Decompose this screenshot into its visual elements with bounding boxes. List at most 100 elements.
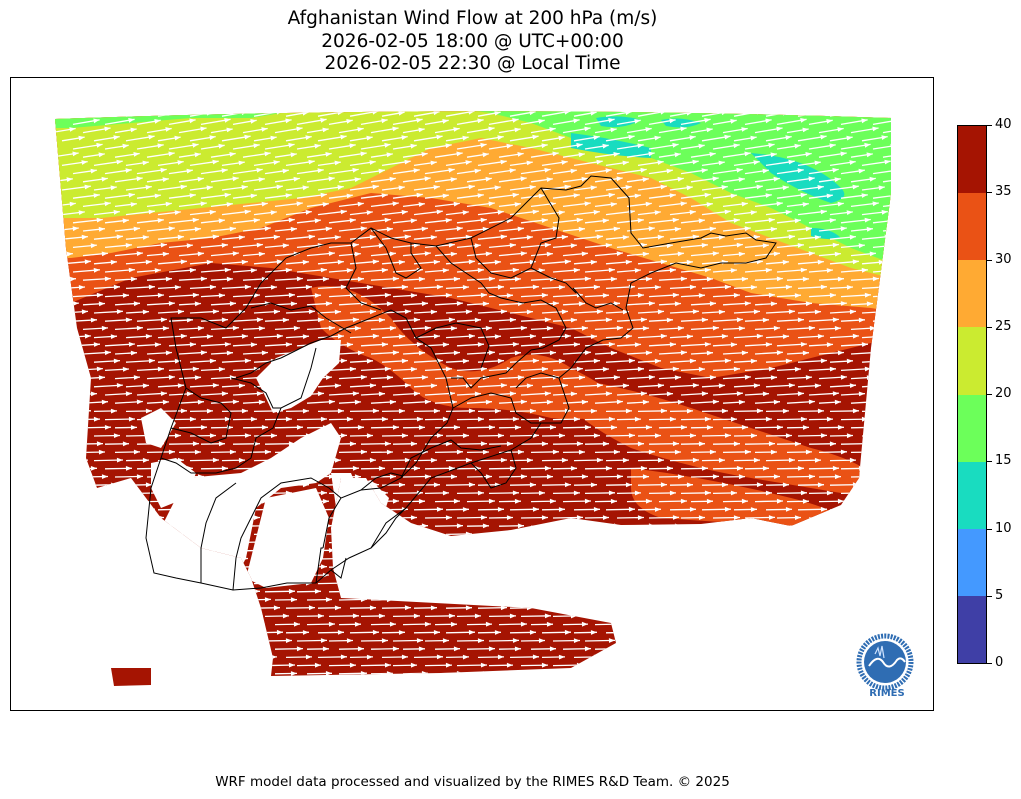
wind-vector (531, 104, 553, 108)
wind-vector-head (322, 276, 329, 282)
wind-vector-head (884, 457, 891, 463)
wind-vector (93, 557, 118, 560)
wind-vector (114, 549, 144, 552)
wind-vector-head (608, 267, 615, 273)
wind-vector (584, 664, 610, 667)
wind-vector-head (744, 671, 751, 676)
wind-vector-head (113, 358, 120, 364)
wind-vector-head (832, 242, 839, 248)
wind-vector (872, 343, 891, 347)
wind-vector-head (436, 580, 443, 586)
wind-vector-head (256, 613, 263, 619)
wind-vector-head (911, 458, 917, 463)
wind-vector (210, 672, 237, 675)
wind-vector-head (541, 292, 548, 298)
wind-vector (905, 616, 934, 617)
wind-vector-head (125, 539, 132, 545)
wind-vector-head (686, 556, 693, 562)
wind-vector (210, 598, 237, 601)
wind-vector-head (357, 201, 364, 207)
wind-vector-head (605, 539, 612, 545)
wind-vector-head (157, 218, 164, 223)
wind-vector-head (133, 523, 140, 529)
wind-vector-head (864, 217, 871, 223)
wind-vector-head (931, 400, 934, 405)
wind-vector-head (538, 268, 545, 273)
wind-vector-head (325, 152, 332, 157)
wind-vector-head (302, 185, 309, 191)
wind-vector-head (401, 284, 408, 290)
wind-vector (872, 615, 891, 618)
wind-vector-head (317, 168, 324, 173)
wind-vector-head (610, 350, 617, 356)
colorbar-tick-label: 0 (995, 655, 1004, 670)
wind-vector-head (645, 127, 652, 132)
wind-vector-head (849, 234, 856, 240)
wind-vector-head (829, 515, 836, 520)
wind-vector (125, 582, 156, 585)
wind-vector-head (253, 292, 260, 298)
wind-vector-head (293, 102, 299, 107)
wind-vector (61, 483, 92, 486)
wind-vector (541, 533, 569, 536)
wind-vector (915, 328, 934, 329)
wind-vector (733, 656, 758, 659)
wind-vector (456, 590, 488, 593)
colorbar-tick-label: 30 (995, 251, 1012, 267)
wind-vector-head (884, 159, 891, 165)
wind-vector (648, 541, 674, 544)
wind-vector-head (852, 333, 859, 339)
wind-vector-head (805, 152, 812, 157)
wind-vector-head (328, 251, 335, 256)
wind-vector (562, 549, 589, 552)
wind-vector-head (197, 251, 204, 257)
wind-vector-head (706, 646, 713, 652)
wind-speed-band (55, 111, 891, 278)
wind-vector-head (96, 292, 103, 298)
wind-vector-head (90, 168, 97, 174)
wind-vector-head (261, 127, 268, 132)
wind-vector-head (517, 226, 524, 232)
wind-vector (786, 672, 813, 675)
wind-vector (115, 103, 143, 108)
wind-vector (861, 459, 891, 462)
wind-vector-head (902, 375, 908, 380)
wind-vector-head (701, 168, 708, 173)
wind-vector (594, 598, 621, 601)
wind-vector-head (125, 613, 132, 619)
wind-vector-head (622, 531, 629, 537)
wind-vector (467, 104, 492, 109)
wind-vector-head (564, 184, 571, 190)
wind-vector-head (782, 259, 789, 265)
wind-vector-head (352, 539, 359, 545)
wind-vector-head (608, 342, 615, 347)
wind-vector (872, 318, 891, 322)
wind-vector-head (785, 135, 792, 140)
wind-vector-head (660, 333, 667, 339)
wind-vector (926, 583, 934, 584)
wind-vector-head (282, 243, 289, 249)
wind-vector-head (864, 292, 871, 298)
wind-vector (189, 631, 214, 634)
wind-vector-head (186, 613, 193, 619)
wind-vector (61, 360, 86, 363)
wind-vector-head (372, 556, 379, 561)
wind-speed-band (751, 153, 845, 203)
wind-vector-head (773, 102, 779, 107)
wind-vector-head (709, 152, 716, 157)
wind-vector-head (462, 285, 469, 290)
wind-vector-head (544, 167, 551, 173)
wind-vector (93, 533, 124, 536)
wind-vector-head (482, 226, 489, 232)
wind-vector (754, 623, 781, 626)
wind-vector-head (110, 259, 117, 265)
wind-vector-head (174, 210, 181, 215)
wind-vector-head (497, 284, 504, 290)
wind-vector-head (101, 325, 108, 331)
wind-vector (797, 631, 825, 634)
wind-vector-head (98, 671, 105, 676)
wind-vector (211, 103, 239, 108)
wind-vector-head (648, 597, 655, 602)
wind-vector-head (724, 209, 731, 215)
wind-vector (637, 582, 662, 585)
